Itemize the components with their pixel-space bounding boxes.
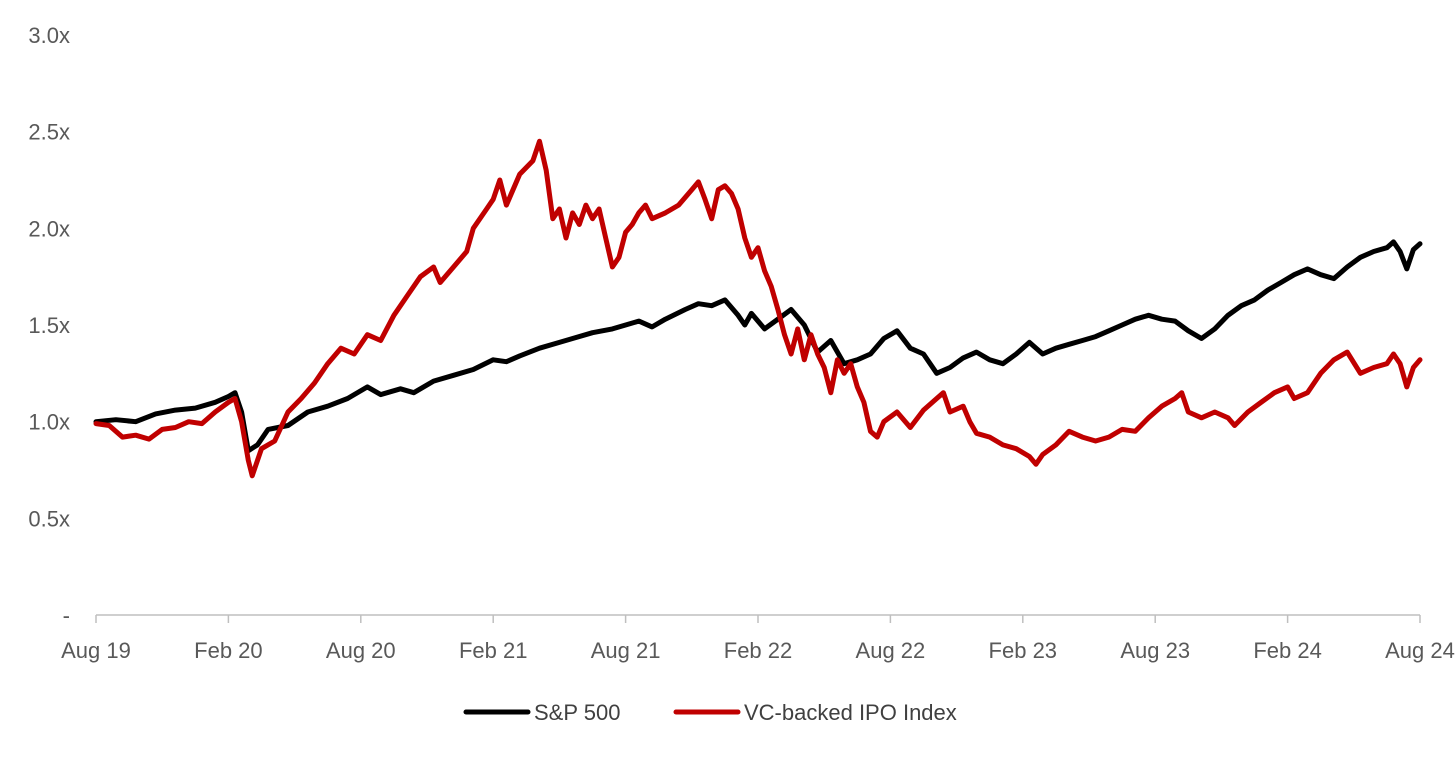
y-axis-labels: - 0.5x 1.0x 1.5x 2.0x 2.5x 3.0x (28, 23, 70, 628)
y-tick-label: 0.5x (28, 506, 70, 531)
x-tick-label: Feb 22 (724, 638, 793, 663)
legend: S&P 500 VC-backed IPO Index (463, 700, 957, 725)
x-tick-label: Aug 21 (591, 638, 661, 663)
x-tick-label: Feb 24 (1253, 638, 1322, 663)
x-tick-label: Aug 22 (856, 638, 926, 663)
y-tick-label: - (63, 603, 70, 628)
x-tick-label: Aug 24 (1385, 638, 1455, 663)
series-lines (93, 138, 1423, 479)
y-tick-label: 1.0x (28, 410, 70, 435)
x-tick-label: Feb 23 (989, 638, 1058, 663)
legend-label-sp500: S&P 500 (534, 700, 620, 725)
x-tick-label: Aug 19 (61, 638, 131, 663)
y-tick-label: 1.5x (28, 313, 70, 338)
x-axis-labels: Aug 19 Feb 20 Aug 20 Feb 21 Aug 21 Feb 22 Aug … (61, 638, 1455, 663)
series-line-sp500 (93, 239, 1423, 454)
legend-label-vc-ipo-index: VC-backed IPO Index (744, 700, 957, 725)
x-axis-ticks (95, 615, 1421, 623)
series-line-vc-ipo-index (93, 138, 1423, 479)
x-tick-label: Aug 23 (1120, 638, 1190, 663)
x-tick-label: Aug 20 (326, 638, 396, 663)
y-tick-label: 3.0x (28, 23, 70, 48)
x-tick-label: Feb 20 (194, 638, 263, 663)
y-tick-label: 2.5x (28, 120, 70, 145)
y-tick-label: 2.0x (28, 216, 70, 241)
x-tick-label: Feb 21 (459, 638, 528, 663)
